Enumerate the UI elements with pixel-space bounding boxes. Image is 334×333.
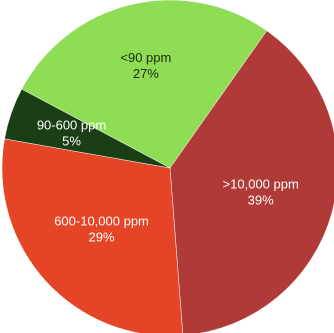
pie-slice <box>4 88 171 169</box>
slice-percent-label: 39% <box>248 192 274 207</box>
slice-category-label: >10,000 ppm <box>223 176 299 191</box>
slice-category-label: 600-10,000 ppm <box>54 214 149 229</box>
slice-category-label: 90-600 ppm <box>37 118 106 133</box>
pie-slice <box>1 138 183 333</box>
slice-percent-label: 27% <box>133 66 159 81</box>
pie-slice <box>21 0 268 169</box>
slice-category-label: <90 ppm <box>120 50 171 65</box>
pie-slice <box>169 30 334 333</box>
slice-percent-label: 5% <box>62 134 81 149</box>
slice-percent-label: 29% <box>89 230 115 245</box>
